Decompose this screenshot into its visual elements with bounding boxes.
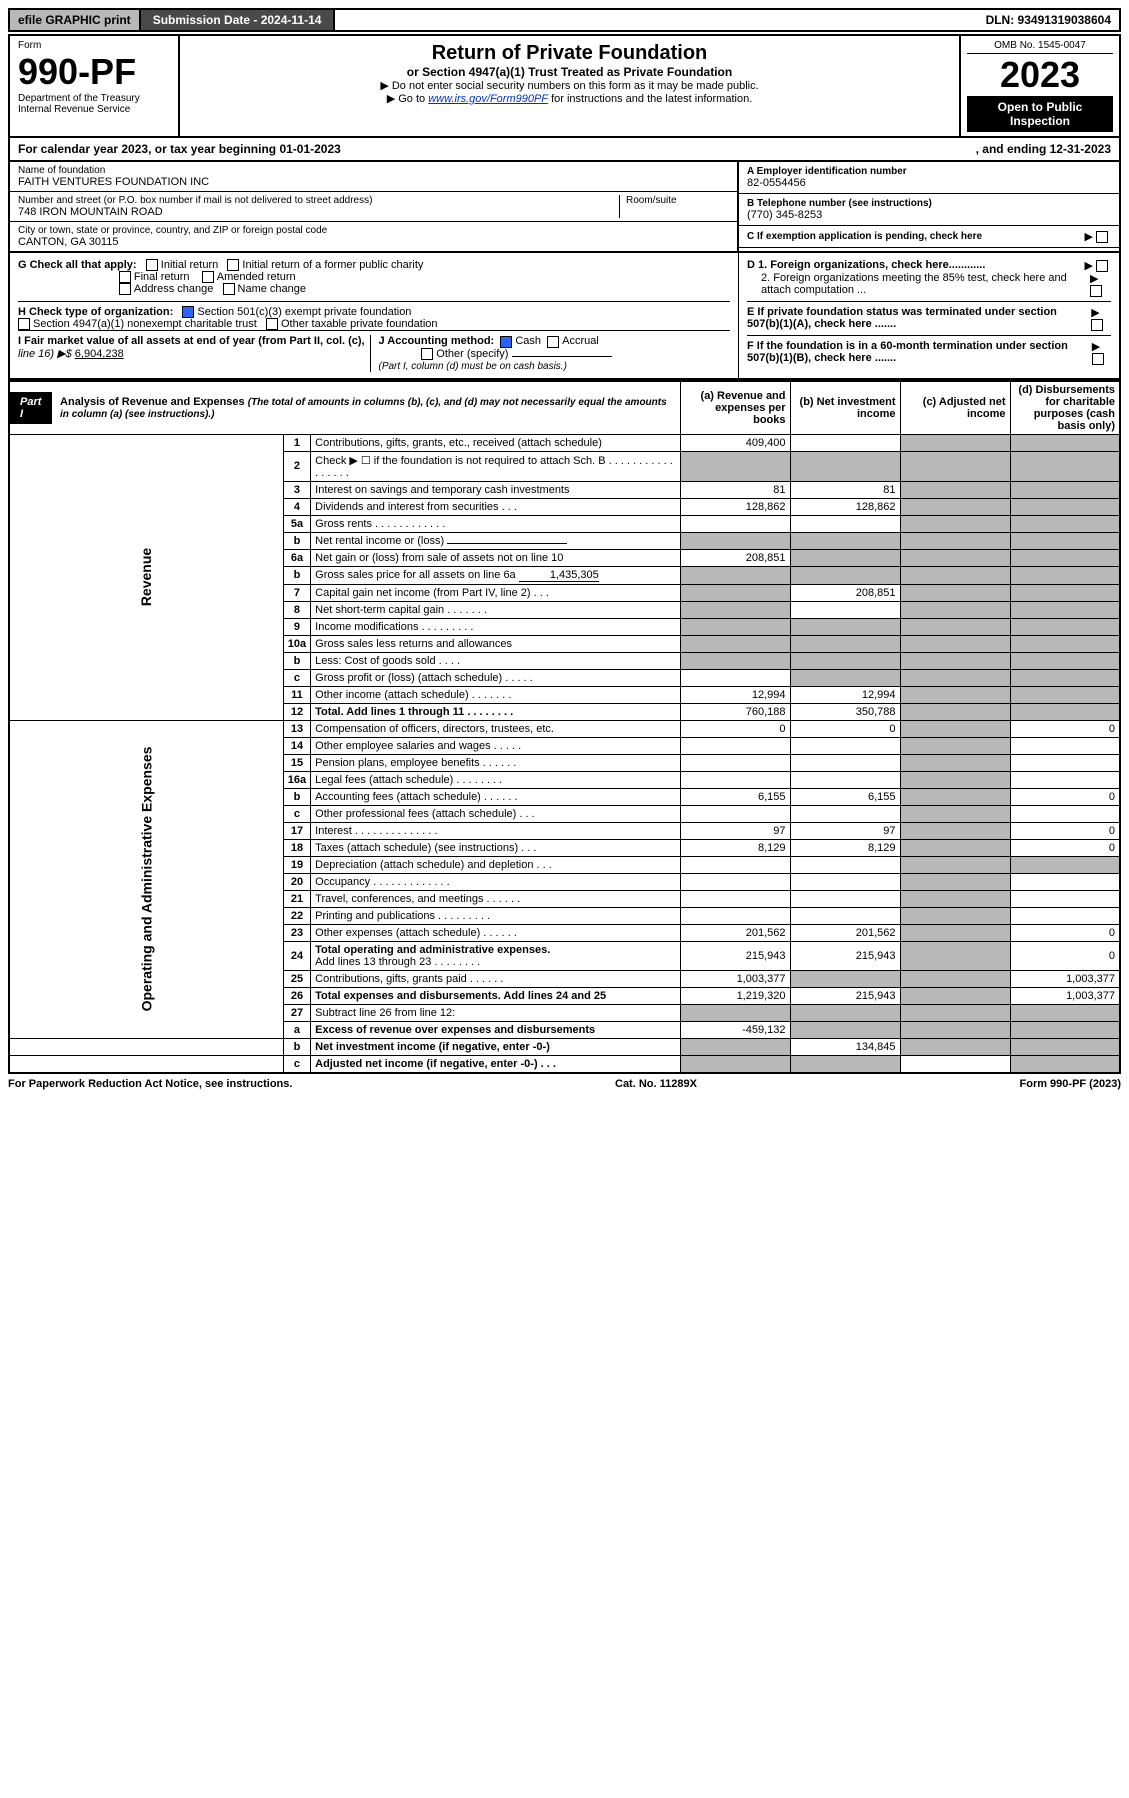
chk-cash[interactable] xyxy=(500,336,512,348)
form-number: 990-PF xyxy=(18,51,170,93)
j-note: (Part I, column (d) must be on cash basi… xyxy=(379,361,567,372)
col-b-header: (b) Net investment income xyxy=(790,381,900,435)
col-d-header: (d) Disbursements for charitable purpose… xyxy=(1010,381,1120,435)
i-label: I Fair market value of all assets at end… xyxy=(18,335,365,347)
chk-final[interactable] xyxy=(119,271,131,283)
cal-begin: For calendar year 2023, or tax year begi… xyxy=(18,142,341,156)
footer-left: For Paperwork Reduction Act Notice, see … xyxy=(8,1078,292,1090)
name-label: Name of foundation xyxy=(18,165,729,176)
chk-initial-former[interactable] xyxy=(227,259,239,271)
chk-e[interactable] xyxy=(1091,319,1103,331)
j-label: J Accounting method: xyxy=(379,335,495,347)
i-line: line 16) ▶$ xyxy=(18,348,72,360)
phone: (770) 345-8253 xyxy=(747,209,1111,221)
part1-table: Part I Analysis of Revenue and Expenses … xyxy=(8,380,1121,1074)
part1-title: Analysis of Revenue and Expenses xyxy=(60,396,245,408)
cal-end: , and ending 12-31-2023 xyxy=(976,142,1111,156)
form-subtitle: or Section 4947(a)(1) Trust Treated as P… xyxy=(188,65,951,79)
info-grid: Name of foundation FAITH VENTURES FOUNDA… xyxy=(8,162,1121,253)
chk-amended[interactable] xyxy=(202,271,214,283)
instr-link[interactable]: www.irs.gov/Form990PF xyxy=(428,93,548,105)
addr-label: Number and street (or P.O. box number if… xyxy=(18,195,619,206)
form-header: Form 990-PF Department of the Treasury I… xyxy=(8,34,1121,138)
phone-label: B Telephone number (see instructions) xyxy=(747,198,1111,209)
col-a-header: (a) Revenue and expenses per books xyxy=(680,381,790,435)
chk-address[interactable] xyxy=(119,283,131,295)
open-public: Open to Public Inspection xyxy=(967,96,1113,132)
chk-initial[interactable] xyxy=(146,259,158,271)
h-label: H Check type of organization: xyxy=(18,306,173,318)
form-label: Form xyxy=(18,40,170,51)
chk-other-method[interactable] xyxy=(421,348,433,360)
city: CANTON, GA 30115 xyxy=(18,236,729,248)
efile-button[interactable]: efile GRAPHIC print xyxy=(10,10,141,30)
chk-other-tax[interactable] xyxy=(266,318,278,330)
e-label: E If private foundation status was termi… xyxy=(747,306,1091,331)
chk-name[interactable] xyxy=(223,283,235,295)
calendar-year-row: For calendar year 2023, or tax year begi… xyxy=(8,138,1121,162)
part1-label: Part I xyxy=(10,392,52,424)
instr-2-post: for instructions and the latest informat… xyxy=(548,93,752,105)
chk-accrual[interactable] xyxy=(547,336,559,348)
d2: 2. Foreign organizations meeting the 85%… xyxy=(747,272,1090,297)
side-revenue: Revenue xyxy=(138,548,154,606)
col-c-header: (c) Adjusted net income xyxy=(900,381,1010,435)
instr-2-pre: ▶ Go to xyxy=(387,93,428,105)
d1: D 1. Foreign organizations, check here..… xyxy=(747,259,985,272)
room-label: Room/suite xyxy=(619,195,729,218)
address: 748 IRON MOUNTAIN ROAD xyxy=(18,206,619,218)
topbar: efile GRAPHIC print Submission Date - 20… xyxy=(8,8,1121,32)
chk-d2[interactable] xyxy=(1090,285,1102,297)
omb: OMB No. 1545-0047 xyxy=(967,40,1113,54)
irs: Internal Revenue Service xyxy=(18,104,170,115)
form-title: Return of Private Foundation xyxy=(188,42,951,65)
i-value: 6,904,238 xyxy=(75,348,124,360)
ein: 82-0554456 xyxy=(747,177,1111,189)
c-checkbox[interactable] xyxy=(1096,231,1108,243)
chk-d1[interactable] xyxy=(1096,260,1108,272)
footer: For Paperwork Reduction Act Notice, see … xyxy=(8,1078,1121,1090)
chk-4947[interactable] xyxy=(18,318,30,330)
submission-date: Submission Date - 2024-11-14 xyxy=(141,10,336,30)
dln: DLN: 93491319038604 xyxy=(978,10,1119,30)
instr-1: ▶ Do not enter social security numbers o… xyxy=(188,79,951,92)
foundation-name: FAITH VENTURES FOUNDATION INC xyxy=(18,176,729,188)
g-label: G Check all that apply: xyxy=(18,259,137,271)
dept: Department of the Treasury xyxy=(18,93,170,104)
f-label: F If the foundation is in a 60-month ter… xyxy=(747,340,1092,365)
c-label: C If exemption application is pending, c… xyxy=(747,231,982,242)
chk-501c3[interactable] xyxy=(182,306,194,318)
chk-f[interactable] xyxy=(1092,353,1104,365)
tax-year: 2023 xyxy=(967,54,1113,96)
ein-label: A Employer identification number xyxy=(747,166,1111,177)
side-expenses: Operating and Administrative Expenses xyxy=(138,747,154,1012)
city-label: City or town, state or province, country… xyxy=(18,225,729,236)
footer-right: Form 990-PF (2023) xyxy=(1020,1078,1121,1090)
checks-section: G Check all that apply: Initial return I… xyxy=(8,253,1121,380)
footer-mid: Cat. No. 11289X xyxy=(615,1078,697,1090)
